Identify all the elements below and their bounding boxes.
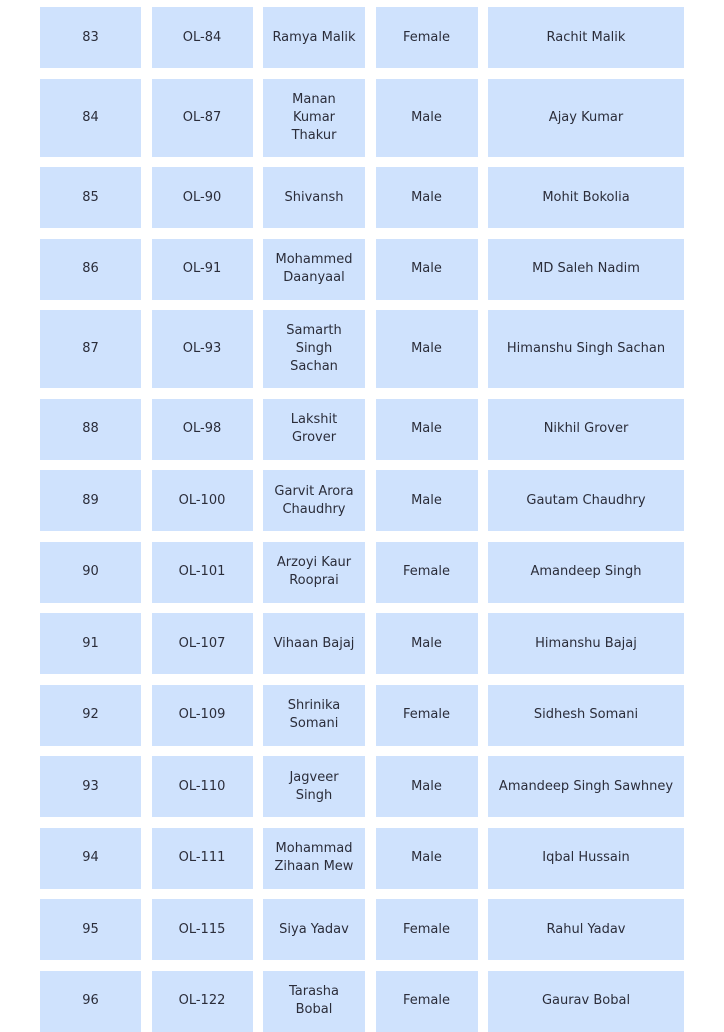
table-row: 88 OL-98 Lakshit Grover Male Nikhil Grover <box>40 398 685 460</box>
cell-name: Arzoyi Kaur Rooprai <box>263 541 365 603</box>
cell-id: OL-101 <box>151 541 253 603</box>
cell-gender: Female <box>375 970 478 1032</box>
cell-name: Shivansh <box>263 167 365 228</box>
cell-id: OL-90 <box>151 167 253 228</box>
cell-gender: Male <box>375 398 478 460</box>
cell-parent: Nikhil Grover <box>488 398 684 460</box>
student-table: 83 OL-84 Ramya Malik Female Rachit Malik 84 OL… <box>40 7 685 1032</box>
cell-sno: 86 <box>40 238 141 300</box>
cell-sno: 96 <box>40 970 141 1032</box>
table-row: 87 OL-93 Samarth Singh Sachan Male Himanshu … <box>40 310 685 388</box>
cell-id: OL-122 <box>151 970 253 1032</box>
cell-name: Vihaan Bajaj <box>263 613 365 674</box>
cell-parent: Amandeep Singh <box>488 541 684 603</box>
cell-sno: 92 <box>40 684 141 746</box>
cell-id: OL-91 <box>151 238 253 300</box>
cell-gender: Female <box>375 899 478 960</box>
table-row: 83 OL-84 Ramya Malik Female Rachit Malik <box>40 7 685 68</box>
cell-sno: 88 <box>40 398 141 460</box>
cell-id: OL-107 <box>151 613 253 674</box>
cell-parent: Iqbal Hussain <box>488 827 684 889</box>
cell-id: OL-100 <box>151 470 253 531</box>
cell-sno: 94 <box>40 827 141 889</box>
cell-id: OL-93 <box>151 310 253 388</box>
cell-name: Samarth Singh Sachan <box>263 310 365 388</box>
cell-parent: Gaurav Bobal <box>488 970 684 1032</box>
cell-parent: Rachit Malik <box>488 7 684 68</box>
cell-id: OL-115 <box>151 899 253 960</box>
cell-parent: Mohit Bokolia <box>488 167 684 228</box>
cell-gender: Male <box>375 756 478 817</box>
table-row: 94 OL-111 Mohammad Zihaan Mew Male Iqbal Hus… <box>40 827 685 889</box>
cell-parent: Sidhesh Somani <box>488 684 684 746</box>
cell-parent: Amandeep Singh Sawhney <box>488 756 684 817</box>
table-row: 90 OL-101 Arzoyi Kaur Rooprai Female Amandee… <box>40 541 685 603</box>
table-row: 85 OL-90 Shivansh Male Mohit Bokolia <box>40 167 685 228</box>
cell-sno: 93 <box>40 756 141 817</box>
cell-name: Garvit Arora Chaudhry <box>263 470 365 531</box>
cell-name: Mohammad Zihaan Mew <box>263 827 365 889</box>
cell-parent: Himanshu Singh Sachan <box>488 310 684 388</box>
table-row: 86 OL-91 Mohammed Daanyaal Male MD Saleh Nad… <box>40 238 685 300</box>
cell-name: Jagveer Singh <box>263 756 365 817</box>
table-row: 84 OL-87 Manan Kumar Thakur Male Ajay Kumar <box>40 78 685 157</box>
cell-gender: Female <box>375 541 478 603</box>
cell-name: Tarasha Bobal <box>263 970 365 1032</box>
cell-name: Manan Kumar Thakur <box>263 78 365 157</box>
cell-gender: Male <box>375 613 478 674</box>
cell-sno: 87 <box>40 310 141 388</box>
cell-id: OL-109 <box>151 684 253 746</box>
cell-gender: Male <box>375 827 478 889</box>
cell-gender: Male <box>375 78 478 157</box>
cell-sno: 95 <box>40 899 141 960</box>
cell-gender: Male <box>375 470 478 531</box>
cell-id: OL-98 <box>151 398 253 460</box>
table-row: 96 OL-122 Tarasha Bobal Female Gaurav Bobal <box>40 970 685 1032</box>
cell-parent: MD Saleh Nadim <box>488 238 684 300</box>
cell-id: OL-87 <box>151 78 253 157</box>
cell-gender: Male <box>375 238 478 300</box>
cell-sno: 85 <box>40 167 141 228</box>
table-row: 91 OL-107 Vihaan Bajaj Male Himanshu Bajaj <box>40 613 685 674</box>
cell-sno: 90 <box>40 541 141 603</box>
cell-sno: 89 <box>40 470 141 531</box>
table-row: 93 OL-110 Jagveer Singh Male Amandeep Singh … <box>40 756 685 817</box>
cell-parent: Rahul Yadav <box>488 899 684 960</box>
cell-gender: Female <box>375 684 478 746</box>
table-row: 92 OL-109 Shrinika Somani Female Sidhesh Som… <box>40 684 685 746</box>
cell-id: OL-111 <box>151 827 253 889</box>
cell-parent: Himanshu Bajaj <box>488 613 684 674</box>
cell-sno: 91 <box>40 613 141 674</box>
cell-name: Lakshit Grover <box>263 398 365 460</box>
cell-name: Siya Yadav <box>263 899 365 960</box>
cell-parent: Gautam Chaudhry <box>488 470 684 531</box>
cell-gender: Female <box>375 7 478 68</box>
cell-sno: 83 <box>40 7 141 68</box>
cell-id: OL-84 <box>151 7 253 68</box>
cell-id: OL-110 <box>151 756 253 817</box>
cell-name: Mohammed Daanyaal <box>263 238 365 300</box>
table-row: 89 OL-100 Garvit Arora Chaudhry Male Gautam … <box>40 470 685 531</box>
cell-sno: 84 <box>40 78 141 157</box>
cell-gender: Male <box>375 310 478 388</box>
cell-gender: Male <box>375 167 478 228</box>
table-row: 95 OL-115 Siya Yadav Female Rahul Yadav <box>40 899 685 960</box>
cell-name: Shrinika Somani <box>263 684 365 746</box>
cell-name: Ramya Malik <box>263 7 365 68</box>
cell-parent: Ajay Kumar <box>488 78 684 157</box>
